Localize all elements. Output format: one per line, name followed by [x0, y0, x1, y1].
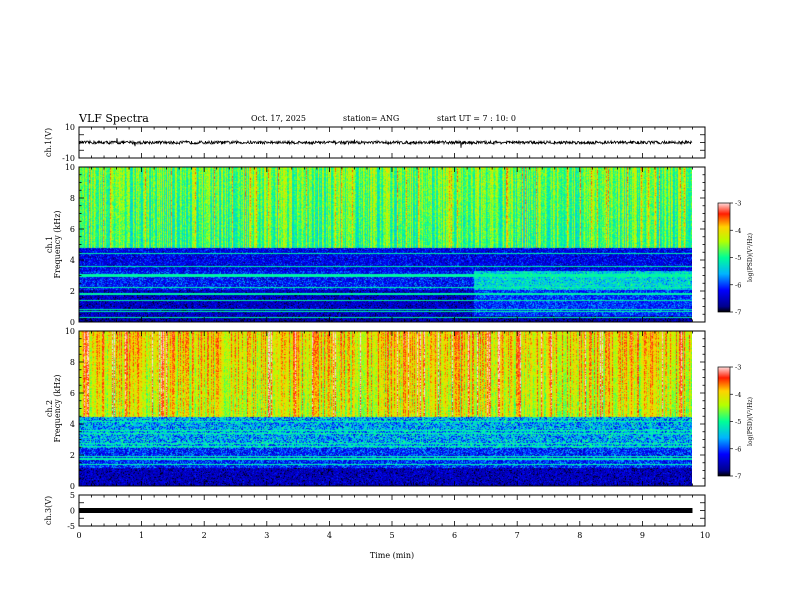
figure-title: VLF Spectra: [79, 112, 149, 125]
xtick-label: 2: [202, 531, 207, 540]
ch2-spectrogram-ytick-label: 8: [70, 358, 75, 367]
ch2-spectrogram-colorbar: [717, 366, 731, 477]
xtick-label: 8: [577, 531, 582, 540]
ch3-waveform-ytick-label: -5: [67, 522, 75, 531]
ch1-spectrogram-ylabel: Frequency (kHz): [53, 210, 62, 278]
xtick-label: 10: [700, 531, 710, 540]
ch1-spectrogram-colorbar-label: log(PSD)(V²/Hz): [747, 233, 754, 282]
xtick-label: 9: [640, 531, 645, 540]
date-label: Oct. 17, 2025: [251, 114, 306, 123]
xtick-label: 0: [76, 531, 81, 540]
ch2-spectrogram-colorbar-tick-label: -6: [735, 445, 741, 453]
ch1-spectrogram-ytick-label: 10: [65, 163, 75, 172]
start-time-label: start UT = 7 : 10: 0: [437, 114, 516, 123]
xtick-label: 7: [515, 531, 520, 540]
ch1-spectrogram-ytick-label: 0: [70, 318, 75, 327]
ch2-spectrogram-image: [79, 331, 692, 486]
ch1-spectrogram-colorbar: [717, 202, 731, 313]
xaxis-label: Time (min): [370, 551, 414, 560]
ch2-spectrogram-ylabel: Frequency (kHz): [53, 374, 62, 442]
ch3-waveform-ytick-label: 5: [70, 491, 75, 500]
ch1-spectrogram-channel-label: ch.1: [45, 236, 54, 253]
ch1-spectrogram-ytick-label: 4: [70, 256, 75, 265]
ch2-spectrogram-colorbar-label: log(PSD)(V²/Hz): [747, 397, 754, 446]
ch1-spectrogram-colorbar-tick-label: -6: [735, 281, 741, 289]
ch3-waveform-line: [79, 508, 693, 513]
ch1-waveform-line: [78, 138, 693, 148]
ch2-spectrogram-ytick-label: 10: [65, 327, 75, 336]
ch2-spectrogram-colorbar-tick-label: -3: [735, 364, 741, 372]
station-label: station= ANG: [343, 114, 400, 123]
ch1-spectrogram-ytick-label: 2: [70, 287, 75, 296]
ch1-waveform-ytick-label: 10: [65, 123, 75, 132]
ch1-spectrogram-colorbar-tick-label: -4: [735, 227, 741, 235]
ch3-waveform-ylabel: ch.3(V): [44, 496, 53, 525]
ch1-waveform-ylabel: ch.1(V): [44, 128, 53, 157]
ch1-spectrogram-colorbar-tick-label: -3: [735, 200, 741, 208]
xtick-label: 6: [452, 531, 457, 540]
xtick-label: 3: [264, 531, 269, 540]
ch2-spectrogram-colorbar-tick-label: -5: [735, 418, 741, 426]
ch1-spectrogram-colorbar-tick-label: -7: [735, 309, 741, 317]
ch2-spectrogram-ytick-label: 4: [70, 420, 75, 429]
ch2-spectrogram-ytick-label: 2: [70, 451, 75, 460]
ch2-spectrogram-ytick-label: 0: [70, 482, 75, 491]
ch1-spectrogram-ytick-label: 6: [70, 225, 75, 234]
ch2-spectrogram-channel-label: ch.2: [45, 400, 54, 417]
ch2-spectrogram-colorbar-tick-label: -4: [735, 391, 741, 399]
xtick-label: 5: [389, 531, 394, 540]
ch2-spectrogram-colorbar-tick-label: -7: [735, 473, 741, 481]
xtick-label: 4: [327, 531, 332, 540]
ch1-spectrogram-ytick-label: 8: [70, 194, 75, 203]
ch1-spectrogram-image: [79, 167, 692, 322]
ch2-spectrogram-ytick-label: 6: [70, 389, 75, 398]
ch1-spectrogram-colorbar-tick-label: -5: [735, 254, 741, 262]
ch3-waveform-ytick-label: 0: [70, 507, 75, 516]
ch1-waveform-ytick-label: -10: [62, 154, 75, 163]
xtick-label: 1: [139, 531, 144, 540]
